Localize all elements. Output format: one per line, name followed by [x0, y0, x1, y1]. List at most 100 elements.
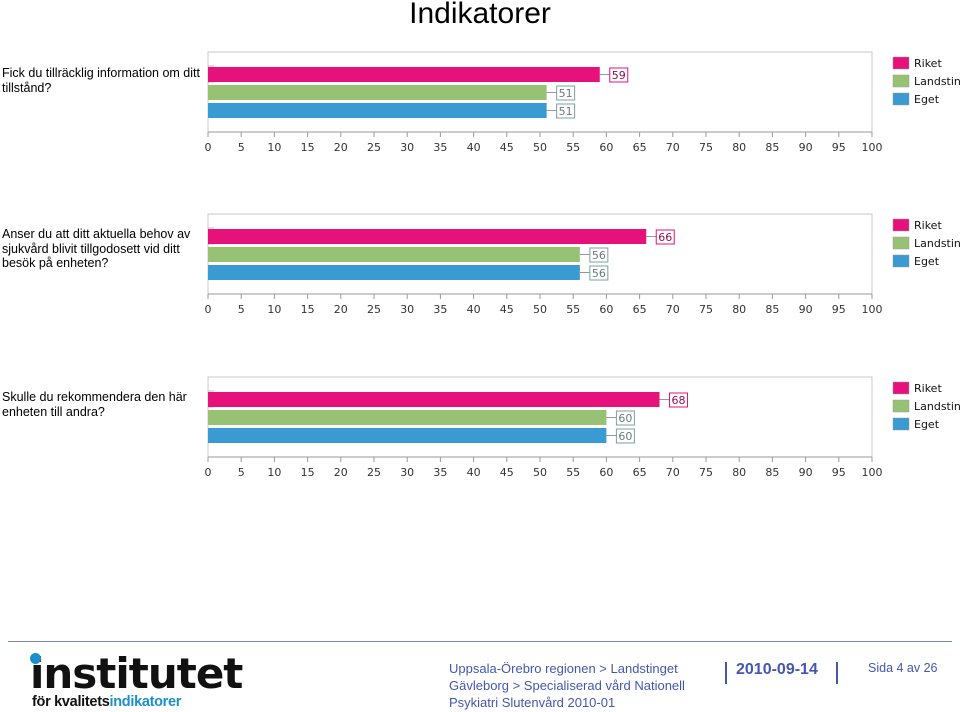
legend-label-riket: Riket [914, 219, 942, 232]
question-1-text: Fick du tillräcklig information om ditt … [2, 66, 200, 95]
x-tick-label: 5 [238, 141, 245, 154]
x-tick-label: 50 [533, 466, 547, 479]
logo-wordmark: institutet [30, 649, 243, 698]
bar-riket [208, 392, 660, 407]
legend-swatch-riket [892, 56, 910, 70]
x-tick-label: 45 [500, 466, 514, 479]
x-tick-label: 15 [301, 303, 315, 316]
x-tick-label: 0 [205, 141, 212, 154]
x-tick-label: 20 [334, 303, 348, 316]
legend-label-eget: Eget [914, 255, 940, 268]
value-label: 56 [592, 267, 606, 280]
footer-separator [725, 662, 727, 684]
logo-subtitle-b: indikatorer [109, 694, 182, 710]
x-tick-label: 80 [732, 466, 746, 479]
legend-swatch-landsting [892, 399, 910, 413]
x-tick-label: 90 [799, 303, 813, 316]
x-tick-label: 75 [699, 466, 713, 479]
value-label: 51 [559, 105, 573, 118]
page-title: Indikatorer [409, 0, 551, 30]
footer-separator [836, 662, 838, 684]
legend-swatch-landsting [892, 74, 910, 88]
x-tick-label: 25 [367, 141, 381, 154]
x-tick-label: 30 [400, 466, 414, 479]
footer-organization: Uppsala-Örebro regionen > Landstinget Gä… [449, 660, 685, 711]
x-tick-label: 5 [238, 466, 245, 479]
x-tick-label: 45 [500, 303, 514, 316]
x-tick-label: 75 [699, 303, 713, 316]
x-tick-label: 20 [334, 466, 348, 479]
bar-eget [208, 103, 547, 118]
x-tick-label: 25 [367, 466, 381, 479]
footer-org-line-2: Gävleborg > Specialiserad vård Nationell [449, 678, 685, 693]
x-tick-label: 70 [666, 141, 680, 154]
legend-swatch-landsting [892, 236, 910, 250]
x-tick-label: 80 [732, 303, 746, 316]
question-2-text: Anser du att ditt aktuella behov av sjuk… [2, 227, 191, 270]
x-tick-label: 60 [599, 141, 613, 154]
value-label: 66 [658, 231, 672, 244]
value-box [655, 229, 675, 245]
value-box [669, 392, 689, 408]
x-tick-label: 25 [367, 303, 381, 316]
legend-swatch-riket [892, 218, 910, 232]
footer-divider [8, 641, 952, 642]
logo-subtitle-a: för kvalitets [32, 694, 110, 710]
legend-label-riket: Riket [914, 382, 942, 395]
bar-eget [208, 428, 607, 443]
bar-riket [208, 229, 647, 244]
x-tick-label: 0 [205, 303, 212, 316]
x-tick-label: 80 [732, 141, 746, 154]
x-tick-label: 65 [633, 466, 647, 479]
x-tick-label: 35 [433, 303, 447, 316]
x-tick-label: 40 [467, 141, 481, 154]
value-box [589, 247, 609, 263]
value-box [589, 265, 609, 281]
institutet-logo: institutet för kvalitetsindikatorer [30, 652, 243, 712]
value-label: 51 [559, 87, 573, 100]
x-tick-label: 10 [267, 141, 281, 154]
x-tick-label: 85 [765, 466, 779, 479]
footer-date: 2010-09-14 [736, 661, 818, 678]
x-tick-label: 35 [433, 466, 447, 479]
x-tick-label: 85 [765, 141, 779, 154]
legend-swatch-eget [892, 92, 910, 106]
footer-page-number: Sida 4 av 26 [868, 661, 938, 675]
bar-landsting [208, 85, 547, 100]
x-tick-label: 40 [467, 466, 481, 479]
bar-eget [208, 265, 580, 280]
x-tick-label: 50 [533, 141, 547, 154]
x-tick-label: 45 [500, 141, 514, 154]
x-tick-label: 65 [633, 303, 647, 316]
x-tick-label: 15 [301, 466, 315, 479]
x-tick-label: 90 [799, 141, 813, 154]
legend-swatch-riket [892, 381, 910, 395]
x-tick-label: 10 [267, 466, 281, 479]
x-tick-label: 65 [633, 141, 647, 154]
question-3-text: Skulle du rekommendera den här enheten t… [2, 390, 187, 419]
chart-question-2: 0 5 10 15 20 25 30 35 40 45 50 55 60 65 70 75 80 85 90 95 10… [205, 213, 960, 316]
x-tick-label: 35 [433, 141, 447, 154]
x-tick-label: 40 [467, 303, 481, 316]
chart-question-1: 0 5 10 15 20 25 30 35 40 45 50 55 60 65 70 75 80 85 90 95 10… [205, 51, 960, 154]
value-box [609, 67, 629, 83]
x-tick-label: 90 [799, 466, 813, 479]
x-tick-label: 85 [765, 303, 779, 316]
logo-dot-icon [30, 653, 41, 664]
x-tick-label: 20 [334, 141, 348, 154]
value-label: 60 [618, 430, 632, 443]
legend-label-eget: Eget [914, 93, 940, 106]
x-tick-label: 75 [699, 141, 713, 154]
legend-swatch-eget [892, 254, 910, 268]
x-tick-label: 15 [301, 141, 315, 154]
value-label: 60 [618, 412, 632, 425]
x-tick-label: 5 [238, 303, 245, 316]
x-tick-label: 70 [666, 303, 680, 316]
value-box [615, 410, 635, 426]
logo-subtitle: för kvalitetsindikatorer [32, 694, 181, 711]
x-tick-label: 55 [566, 466, 580, 479]
x-tick-label: 100 [862, 303, 883, 316]
x-tick-label: 30 [400, 141, 414, 154]
legend-label-landsting: Landsting [914, 400, 960, 413]
x-tick-label: 95 [832, 466, 846, 479]
